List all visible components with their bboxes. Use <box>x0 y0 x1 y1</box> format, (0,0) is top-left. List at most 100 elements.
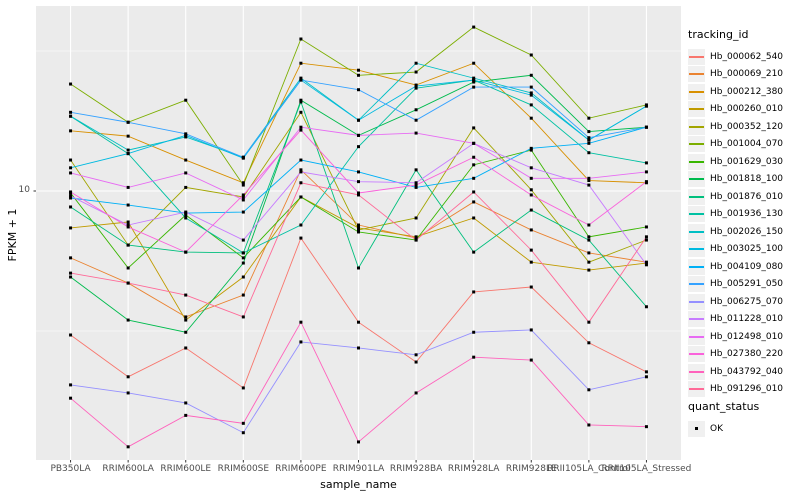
data-point <box>414 70 418 74</box>
data-point <box>357 191 360 195</box>
legend-label: Hb_011228_010 <box>710 314 784 325</box>
data-point <box>69 82 73 86</box>
legend-key <box>688 311 705 328</box>
data-point <box>529 148 533 152</box>
data-point <box>184 158 188 162</box>
data-point <box>299 61 303 65</box>
data-point <box>529 188 533 192</box>
data-point <box>184 135 188 139</box>
legend-entry: Hb_011228_010 <box>688 311 798 329</box>
legend-key <box>688 136 705 153</box>
legend-key <box>688 381 705 398</box>
data-point <box>529 176 533 180</box>
legend-entry-ok: OK <box>688 420 798 438</box>
data-point <box>529 93 533 97</box>
legend-key <box>688 118 705 135</box>
legend-key <box>688 171 705 188</box>
data-point <box>644 370 648 374</box>
data-point <box>529 103 533 107</box>
data-point <box>184 210 188 214</box>
legend-key <box>688 363 705 380</box>
data-point <box>644 305 648 309</box>
x-tick-label: RRII105LA_Control <box>547 464 630 474</box>
data-point <box>69 226 73 230</box>
data-point <box>587 235 591 239</box>
legend-line-swatch <box>689 300 704 303</box>
legend-entry: Hb_001818_100 <box>688 171 798 189</box>
x-tick-label: RRIM928BA <box>390 464 443 474</box>
data-point <box>414 185 418 189</box>
quant-status-legend: quant_status OK <box>688 400 798 438</box>
legend-entry: Hb_001876_010 <box>688 188 798 206</box>
legend-key <box>688 153 705 170</box>
data-point <box>414 84 418 88</box>
legend-line-swatch <box>689 108 704 111</box>
data-point <box>472 25 476 29</box>
legend-line-swatch <box>689 55 704 58</box>
data-point <box>126 225 130 229</box>
data-point <box>241 210 245 214</box>
x-tick-label: RRIM600LA <box>102 464 154 474</box>
legend-key <box>688 328 705 345</box>
legend-entry: Hb_012498_010 <box>688 328 798 346</box>
legend-line-swatch <box>689 125 704 128</box>
data-point <box>126 223 130 227</box>
data-point <box>241 261 245 265</box>
legend-label: Hb_000069_210 <box>710 69 784 80</box>
data-point <box>184 213 188 217</box>
data-point <box>357 320 360 324</box>
legend-line-swatch <box>689 230 704 233</box>
data-point <box>299 158 303 162</box>
legend-key <box>688 188 705 205</box>
quant-legend-title: quant_status <box>688 400 760 413</box>
data-point <box>241 315 245 319</box>
data-point <box>472 290 476 294</box>
data-point <box>126 220 130 224</box>
legend-key <box>688 293 705 310</box>
x-tick-label: RRIM901LA <box>333 464 385 474</box>
legend-key <box>688 66 705 83</box>
data-point <box>126 120 130 124</box>
legend-line-swatch <box>689 283 704 286</box>
legend-label: Hb_001818_100 <box>710 174 784 185</box>
legend-key <box>688 83 705 100</box>
data-point <box>529 91 533 95</box>
data-point <box>126 281 130 285</box>
data-point <box>184 401 188 405</box>
data-point <box>587 116 591 120</box>
data-point <box>414 238 418 242</box>
legend-label: Hb_003025_100 <box>710 244 784 255</box>
data-point <box>472 61 476 65</box>
data-point <box>299 78 303 82</box>
data-point <box>299 128 303 132</box>
legend-title: tracking_id <box>688 28 749 41</box>
data-point <box>299 168 303 172</box>
legend-label: Hb_012498_010 <box>710 331 784 342</box>
legend-label: Hb_001004_070 <box>710 139 784 150</box>
legend-line-swatch <box>689 195 704 198</box>
data-point <box>126 203 130 207</box>
legend-line-swatch <box>689 353 704 356</box>
legend-label: Hb_001629_030 <box>710 156 784 167</box>
data-point <box>69 196 73 200</box>
data-point <box>529 53 533 57</box>
legend-line-swatch <box>689 248 704 251</box>
data-point <box>587 130 591 134</box>
legend-label: Hb_027380_220 <box>710 349 784 360</box>
data-point <box>587 223 591 227</box>
data-point <box>69 190 73 194</box>
legend-label: Hb_004109_080 <box>710 261 784 272</box>
legend-entry: Hb_000062_540 <box>688 48 798 66</box>
data-point <box>414 86 418 90</box>
legend-entry: Hb_001936_130 <box>688 206 798 224</box>
data-point <box>472 78 476 82</box>
data-point <box>299 37 303 41</box>
data-point <box>529 248 533 252</box>
data-point <box>414 235 418 239</box>
data-point <box>472 216 476 220</box>
data-point <box>644 170 648 174</box>
data-point <box>299 223 303 227</box>
legend-line-swatch <box>689 213 704 216</box>
data-point <box>529 328 533 332</box>
